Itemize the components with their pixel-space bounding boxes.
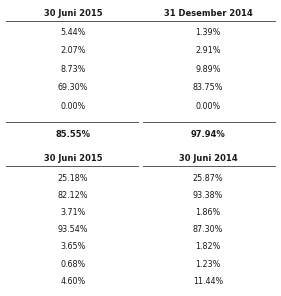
Text: 11.44%: 11.44% [193, 277, 223, 286]
Text: 83.75%: 83.75% [193, 83, 223, 92]
Text: 87.30%: 87.30% [193, 225, 223, 234]
Text: 2.07%: 2.07% [60, 46, 86, 55]
Text: 69.30%: 69.30% [58, 83, 88, 92]
Text: 3.65%: 3.65% [60, 242, 86, 251]
Text: 31 Desember 2014: 31 Desember 2014 [164, 9, 252, 18]
Text: 3.71%: 3.71% [60, 208, 86, 217]
Text: 1.86%: 1.86% [195, 208, 221, 217]
Text: 93.38%: 93.38% [193, 191, 223, 200]
Text: 9.89%: 9.89% [195, 65, 221, 74]
Text: 93.54%: 93.54% [58, 225, 88, 234]
Text: 5.44%: 5.44% [60, 28, 86, 37]
Text: 25.18%: 25.18% [58, 174, 88, 183]
Text: 1.82%: 1.82% [195, 242, 221, 251]
Text: 0.68%: 0.68% [60, 260, 86, 268]
Text: 97.94%: 97.94% [191, 130, 225, 139]
Text: 30 Juni 2015: 30 Juni 2015 [44, 9, 102, 18]
Text: 2.91%: 2.91% [195, 46, 221, 55]
Text: 1.23%: 1.23% [195, 260, 221, 268]
Text: 0.00%: 0.00% [195, 102, 221, 110]
Text: 82.12%: 82.12% [58, 191, 88, 200]
Text: 8.73%: 8.73% [60, 65, 86, 74]
Text: 4.60%: 4.60% [60, 277, 86, 286]
Text: 25.87%: 25.87% [193, 174, 223, 183]
Text: 0.00%: 0.00% [60, 102, 86, 110]
Text: 30 Juni 2014: 30 Juni 2014 [179, 154, 237, 163]
Text: 85.55%: 85.55% [56, 130, 90, 139]
Text: 1.39%: 1.39% [195, 28, 221, 37]
Text: 30 Juni 2015: 30 Juni 2015 [44, 154, 102, 163]
